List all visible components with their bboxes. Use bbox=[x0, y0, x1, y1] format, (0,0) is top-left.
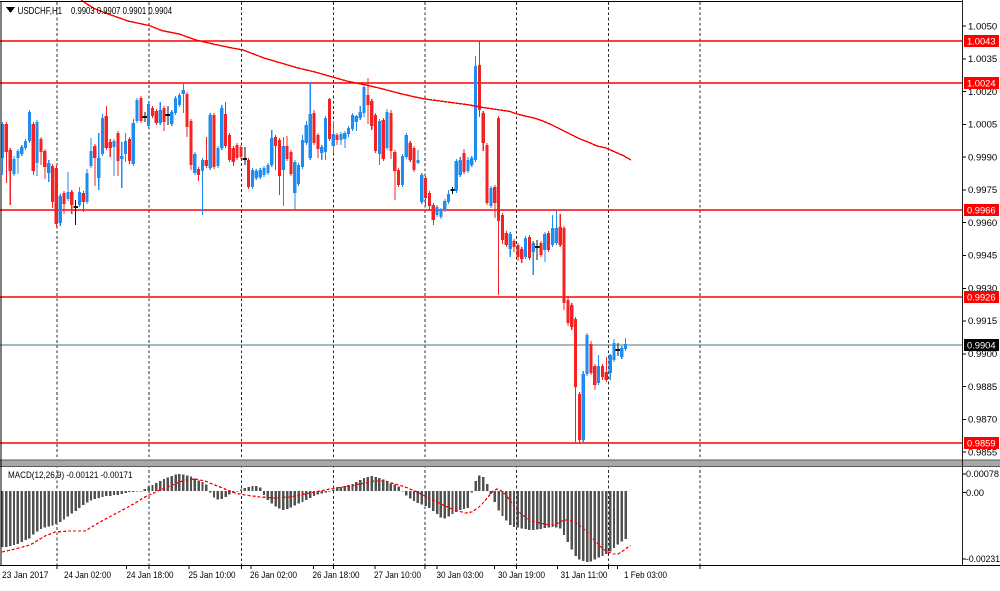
svg-text:31 Jan 11:00: 31 Jan 11:00 bbox=[561, 570, 608, 580]
svg-text:0.9885: 0.9885 bbox=[968, 382, 997, 392]
svg-text:23 Jan 2017: 23 Jan 2017 bbox=[2, 570, 49, 580]
svg-text:USDCHF,H1: USDCHF,H1 bbox=[18, 6, 63, 17]
svg-text:1.0050: 1.0050 bbox=[968, 21, 997, 31]
svg-text:0.9966: 0.9966 bbox=[967, 206, 996, 216]
svg-text:0.9945: 0.9945 bbox=[968, 251, 997, 261]
svg-text:24 Jan 18:00: 24 Jan 18:00 bbox=[127, 570, 174, 580]
svg-text:0.00: 0.00 bbox=[966, 488, 984, 498]
svg-text:0.9926: 0.9926 bbox=[967, 293, 996, 303]
svg-text:27 Jan 10:00: 27 Jan 10:00 bbox=[374, 570, 421, 580]
svg-text:0.9960: 0.9960 bbox=[968, 218, 997, 228]
svg-text:1.0005: 1.0005 bbox=[968, 120, 997, 130]
svg-text:0.00078: 0.00078 bbox=[966, 469, 999, 479]
svg-text:30 Jan 03:00: 30 Jan 03:00 bbox=[437, 570, 484, 580]
svg-text:1.0035: 1.0035 bbox=[968, 54, 997, 64]
svg-text:1.0020: 1.0020 bbox=[968, 87, 997, 97]
svg-text:0.9855: 0.9855 bbox=[968, 447, 997, 457]
svg-text:0.9975: 0.9975 bbox=[968, 185, 997, 195]
svg-text:26 Jan 18:00: 26 Jan 18:00 bbox=[313, 570, 360, 580]
svg-text:MACD(12,26,9) -0.00121 -0.0017: MACD(12,26,9) -0.00121 -0.00171 bbox=[8, 470, 133, 480]
svg-text:25 Jan 10:00: 25 Jan 10:00 bbox=[189, 570, 236, 580]
svg-text:0.9904: 0.9904 bbox=[967, 341, 996, 351]
svg-text:0.9930: 0.9930 bbox=[968, 284, 997, 294]
svg-text:1.0024: 1.0024 bbox=[967, 79, 996, 89]
svg-text:0.9859: 0.9859 bbox=[967, 439, 996, 449]
svg-text:0.9903 0.9907 0.9901 0.9904: 0.9903 0.9907 0.9901 0.9904 bbox=[71, 6, 172, 17]
svg-text:0.9915: 0.9915 bbox=[968, 316, 997, 326]
svg-text:30 Jan 19:00: 30 Jan 19:00 bbox=[498, 570, 545, 580]
svg-text:1.0043: 1.0043 bbox=[967, 37, 996, 47]
svg-text:0.9870: 0.9870 bbox=[968, 415, 997, 425]
svg-text:0.9990: 0.9990 bbox=[968, 152, 997, 162]
svg-text:26 Jan 02:00: 26 Jan 02:00 bbox=[250, 570, 297, 580]
svg-text:-0.00231: -0.00231 bbox=[966, 554, 1000, 564]
svg-text:0.9900: 0.9900 bbox=[968, 349, 997, 359]
svg-text:1 Feb 03:00: 1 Feb 03:00 bbox=[624, 570, 667, 580]
svg-text:24 Jan 02:00: 24 Jan 02:00 bbox=[64, 570, 111, 580]
